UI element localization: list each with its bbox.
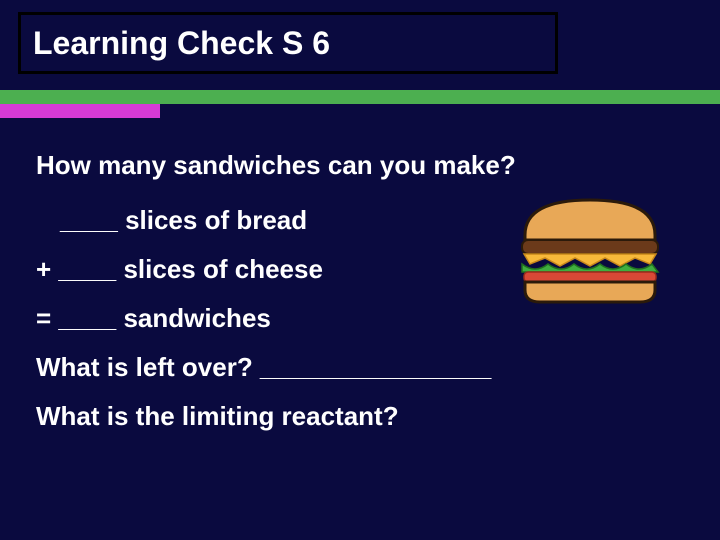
question-2: What is left over? ________________ (36, 352, 686, 383)
accent-stripes (0, 90, 720, 118)
question-1: How many sandwiches can you make? (36, 150, 686, 181)
stripe-magenta (0, 104, 160, 118)
stripe-green (0, 90, 720, 104)
burger-icon (510, 190, 670, 310)
question-3: What is the limiting reactant? (36, 401, 686, 432)
title-box: Learning Check S 6 (18, 12, 558, 74)
slide-title: Learning Check S 6 (33, 25, 330, 62)
